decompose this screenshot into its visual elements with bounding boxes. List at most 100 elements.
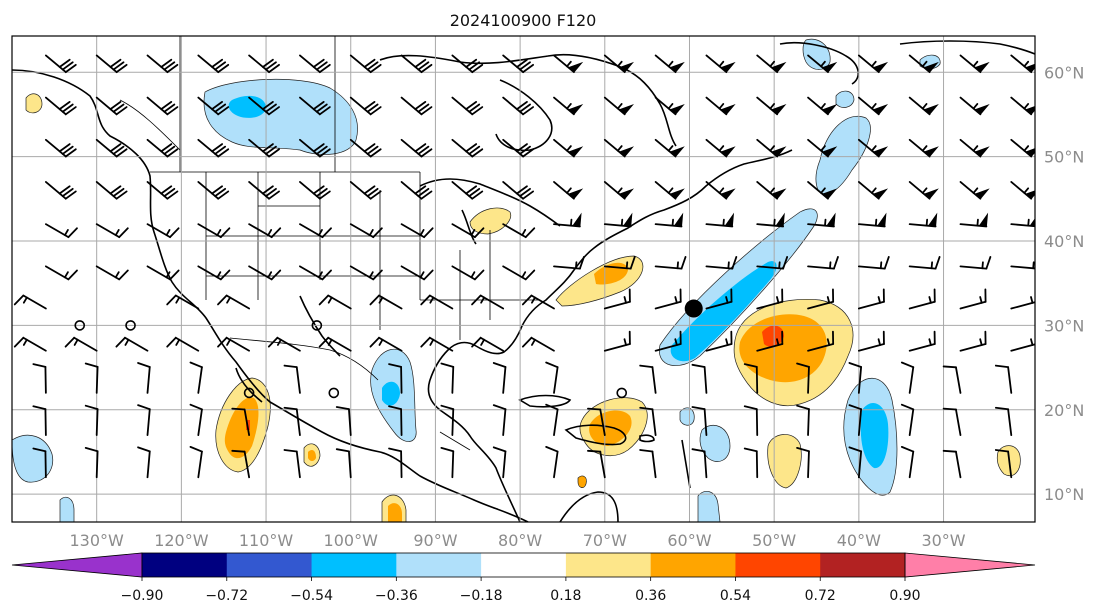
wind-barb <box>248 96 280 116</box>
wind-barb <box>248 138 280 158</box>
colorbar-segment <box>820 553 906 577</box>
wind-barb <box>502 138 535 158</box>
wind-barb <box>908 256 941 270</box>
longitude-label: 30°W <box>921 531 965 550</box>
wind-barb <box>942 365 962 394</box>
wind-barb <box>807 54 838 74</box>
colorbar-label: 0.54 <box>720 588 751 604</box>
wind-barb <box>959 330 987 352</box>
wind-barb <box>553 138 584 158</box>
wind-barb <box>146 96 179 116</box>
wind-barb <box>639 364 657 394</box>
wind-barb <box>959 181 990 200</box>
wind-barb <box>248 181 280 200</box>
wind-barb <box>654 181 685 200</box>
neg-anomaly-pacific-s <box>59 496 75 522</box>
neg-anomaly-atlantic-core <box>670 261 777 362</box>
wind-barb <box>400 54 433 74</box>
longitude-label: 100°W <box>324 531 379 550</box>
colorbar-label: 0.72 <box>805 588 836 604</box>
wind-barb <box>451 96 484 116</box>
wind-barb <box>521 294 555 310</box>
wind-barb <box>1010 338 1035 352</box>
wind-barb <box>299 223 332 239</box>
wind-barb <box>743 405 759 436</box>
wind-barb <box>137 446 151 479</box>
wind-barb <box>115 336 149 352</box>
wind-barb <box>283 449 301 479</box>
wind-barb <box>440 362 455 394</box>
storm-center-marker <box>684 299 703 318</box>
wind-barb <box>756 54 787 74</box>
wind-barb <box>197 223 231 239</box>
wind-barb <box>369 294 403 310</box>
wind-barb <box>705 330 733 352</box>
neg-anomaly-north-atlantic-small <box>835 90 855 108</box>
wind-barb <box>900 361 915 394</box>
pos-anomaly-hispaniola-core <box>589 410 632 446</box>
wind-barb <box>502 223 536 239</box>
wind-barb <box>84 362 99 394</box>
wind-barb <box>1010 218 1035 228</box>
wind-barb <box>137 404 151 436</box>
wind-barb <box>318 336 352 352</box>
wind-barb <box>471 294 505 310</box>
pos-anomaly-alaska <box>25 93 43 114</box>
wind-barb <box>654 330 682 352</box>
wind-barb <box>908 330 936 352</box>
wind-barb <box>1010 138 1035 158</box>
colorbar-segment <box>735 553 821 577</box>
wind-barb <box>299 54 331 74</box>
wind-barb <box>299 181 331 200</box>
wind-barb <box>299 265 332 281</box>
pos-anomaly-central-america-core <box>388 503 402 522</box>
wind-barb <box>400 265 434 281</box>
wind-barb <box>451 265 485 281</box>
pos-anomaly-central-atlantic-core <box>762 325 784 347</box>
latitude-label: 30°N <box>1044 316 1084 335</box>
wind-barb <box>848 404 863 436</box>
wind-barb <box>44 54 77 74</box>
wind-barb <box>603 181 635 200</box>
colorbar-label: −0.72 <box>205 588 248 604</box>
colorbar-segment <box>142 553 228 577</box>
wind-barb <box>900 445 915 479</box>
wind-barb <box>705 288 733 310</box>
latitude-label: 10°N <box>1044 485 1084 504</box>
wind-barb <box>603 256 636 270</box>
pos-anomaly-mexico-pacific-core <box>224 397 259 459</box>
map-title: 2024100900 F120 <box>450 11 597 30</box>
wind-barb <box>743 447 759 479</box>
neg-anomaly-caribbean-small <box>679 407 695 426</box>
calm-wind-circle <box>125 320 136 331</box>
wind-barb <box>388 363 403 394</box>
wind-barb <box>545 361 559 394</box>
coastlines <box>12 40 1035 522</box>
wind-barb <box>1010 296 1035 310</box>
wind-barb <box>908 138 939 158</box>
wind-barb <box>44 265 78 281</box>
wind-barb <box>959 288 987 310</box>
wind-barb <box>1010 96 1035 116</box>
wind-barb <box>691 448 708 479</box>
wind-barb <box>756 256 789 270</box>
longitude-label: 50°W <box>752 531 796 550</box>
wind-barb <box>553 212 582 228</box>
wind-barb <box>654 256 687 270</box>
wind-barb <box>13 336 47 352</box>
wind-barb <box>705 138 736 158</box>
calm-wind-circle <box>616 387 628 399</box>
wind-barb <box>197 54 230 74</box>
wind-barb <box>994 449 1013 479</box>
wind-barb <box>756 212 785 228</box>
wind-barb <box>146 223 180 239</box>
wind-barb <box>451 223 485 239</box>
wind-barb <box>197 265 231 281</box>
wind-barb <box>502 181 535 200</box>
latitude-labels: 60°N 50°N 40°N 30°N 20°N 10°N <box>1044 63 1084 504</box>
wind-barb <box>959 256 992 270</box>
wind-barb <box>400 138 433 158</box>
neg-anomaly-canada-core <box>228 95 266 118</box>
wind-barb <box>807 138 838 158</box>
colorbar-label: −0.90 <box>121 588 164 604</box>
